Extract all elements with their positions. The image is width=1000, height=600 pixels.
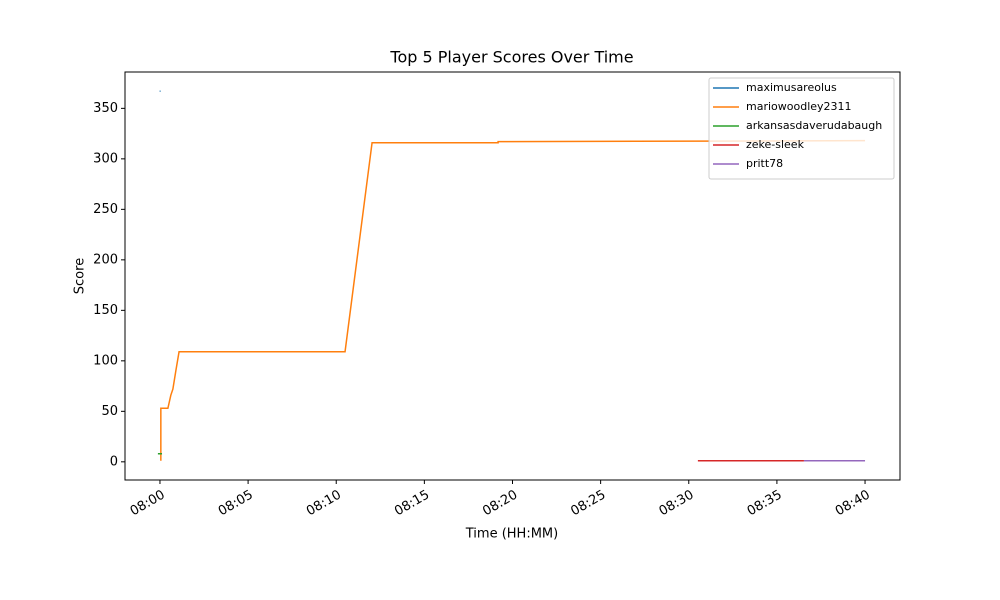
legend-box (708, 77, 895, 180)
y-tick-label: 0 (110, 454, 118, 469)
chart-title: Top 5 Player Scores Over Time (389, 48, 633, 67)
y-tick-label: 350 (93, 101, 118, 116)
legend-label: arkansasdaverudabaugh (746, 119, 882, 132)
series-line (160, 139, 866, 461)
y-tick-label: 50 (101, 404, 118, 419)
legend-label: maximusareolus (746, 81, 837, 94)
plot-frame (124, 71, 901, 481)
legend-label: zeke-sleek (746, 138, 805, 151)
y-tick-label: 100 (93, 353, 118, 368)
y-axis-label: Score (73, 258, 88, 294)
y-tick-label: 150 (93, 303, 118, 318)
legend: maximusareolus mariowoodley2311 arkansasda… (708, 77, 895, 180)
y-tick-label: 300 (93, 151, 118, 166)
y-tick-label: 250 (93, 202, 118, 217)
legend-label: mariowoodley2311 (746, 100, 852, 113)
y-tick-label: 200 (93, 252, 118, 267)
x-axis-label: Time (HH:MM) (465, 527, 558, 542)
legend-label: pritt78 (746, 157, 783, 170)
